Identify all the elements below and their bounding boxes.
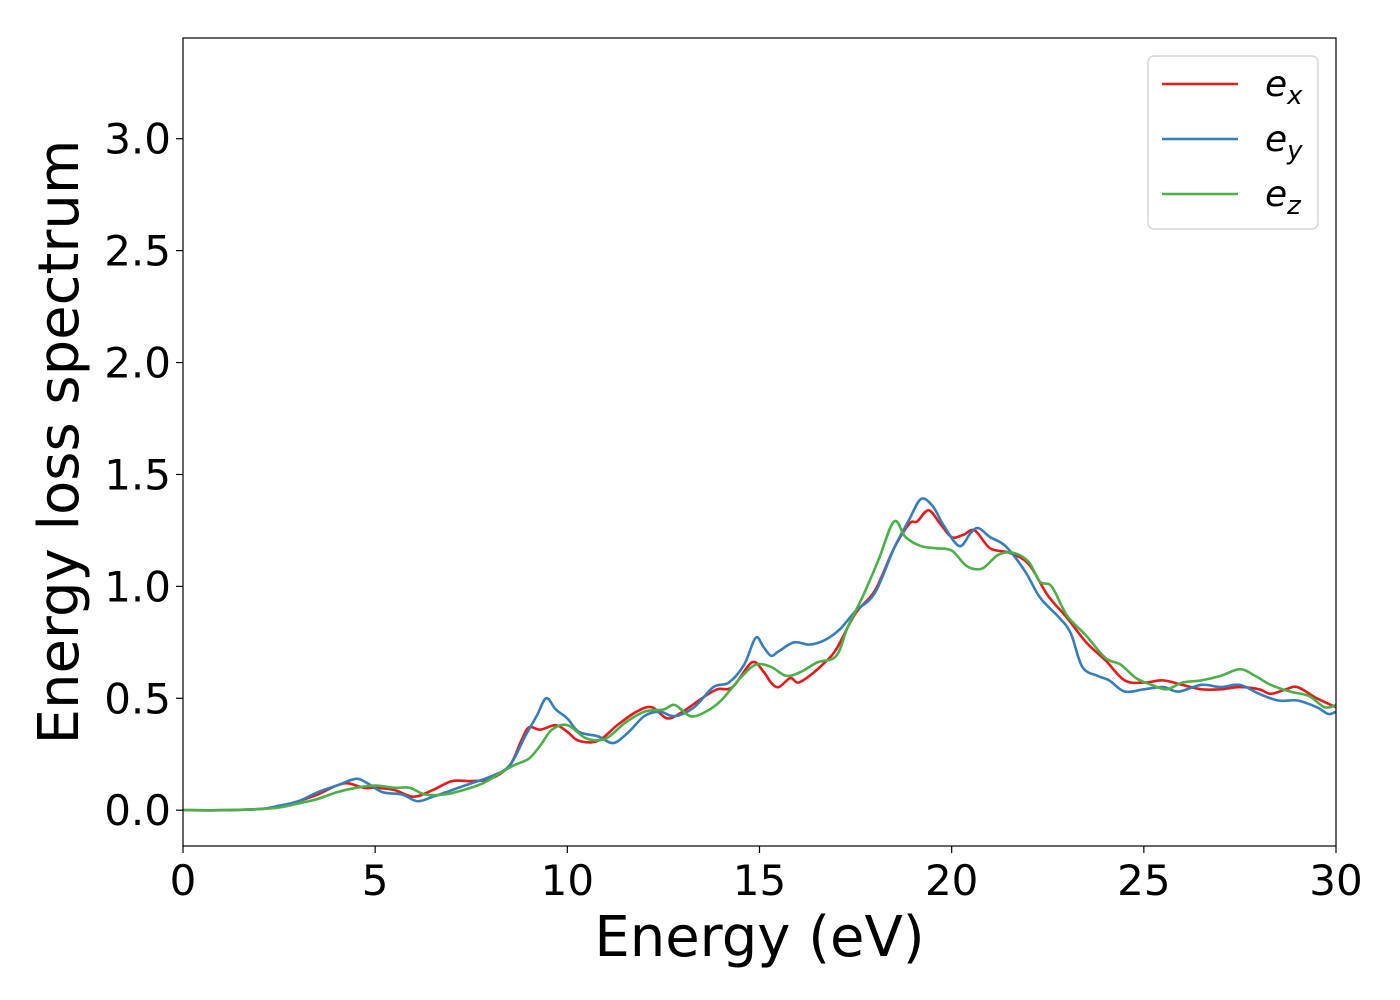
y-tick-label: 3.0 bbox=[104, 115, 171, 164]
series-line-ey bbox=[183, 497, 1336, 812]
x-axis: 0 5 10 15 20 25 30 bbox=[170, 846, 1363, 905]
legend-label-ey: ey bbox=[1265, 119, 1303, 166]
plot-area bbox=[183, 38, 1336, 846]
x-tick-label: 25 bbox=[1117, 856, 1170, 905]
legend-box bbox=[1147, 55, 1319, 230]
series-line-ex bbox=[183, 508, 1336, 812]
x-tick-label: 20 bbox=[925, 856, 978, 905]
y-tick-label: 0.0 bbox=[104, 786, 171, 835]
y-tick-label: 2.0 bbox=[104, 339, 171, 388]
x-axis-title: Energy (eV) bbox=[594, 905, 924, 970]
y-axis-title: Energy loss spectrum bbox=[27, 140, 92, 745]
y-tick-label: 1.0 bbox=[104, 562, 171, 611]
series-layer bbox=[183, 497, 1336, 812]
legend-label-ez: ez bbox=[1265, 174, 1302, 221]
x-tick-label: 15 bbox=[733, 856, 786, 905]
legend-label-ex: ex bbox=[1265, 64, 1303, 111]
legend: ex ey ez bbox=[1147, 55, 1319, 230]
x-tick-label: 30 bbox=[1309, 856, 1362, 905]
y-tick-label: 1.5 bbox=[104, 450, 171, 499]
x-tick-label: 10 bbox=[541, 856, 594, 905]
x-tick-label: 0 bbox=[170, 856, 197, 905]
y-tick-label: 2.5 bbox=[104, 227, 171, 276]
series-line-ez bbox=[183, 519, 1336, 812]
y-tick-label: 0.5 bbox=[104, 674, 171, 723]
y-axis: 0.0 0.5 1.0 1.5 2.0 2.5 3.0 bbox=[104, 115, 183, 835]
x-tick-label: 5 bbox=[362, 856, 389, 905]
